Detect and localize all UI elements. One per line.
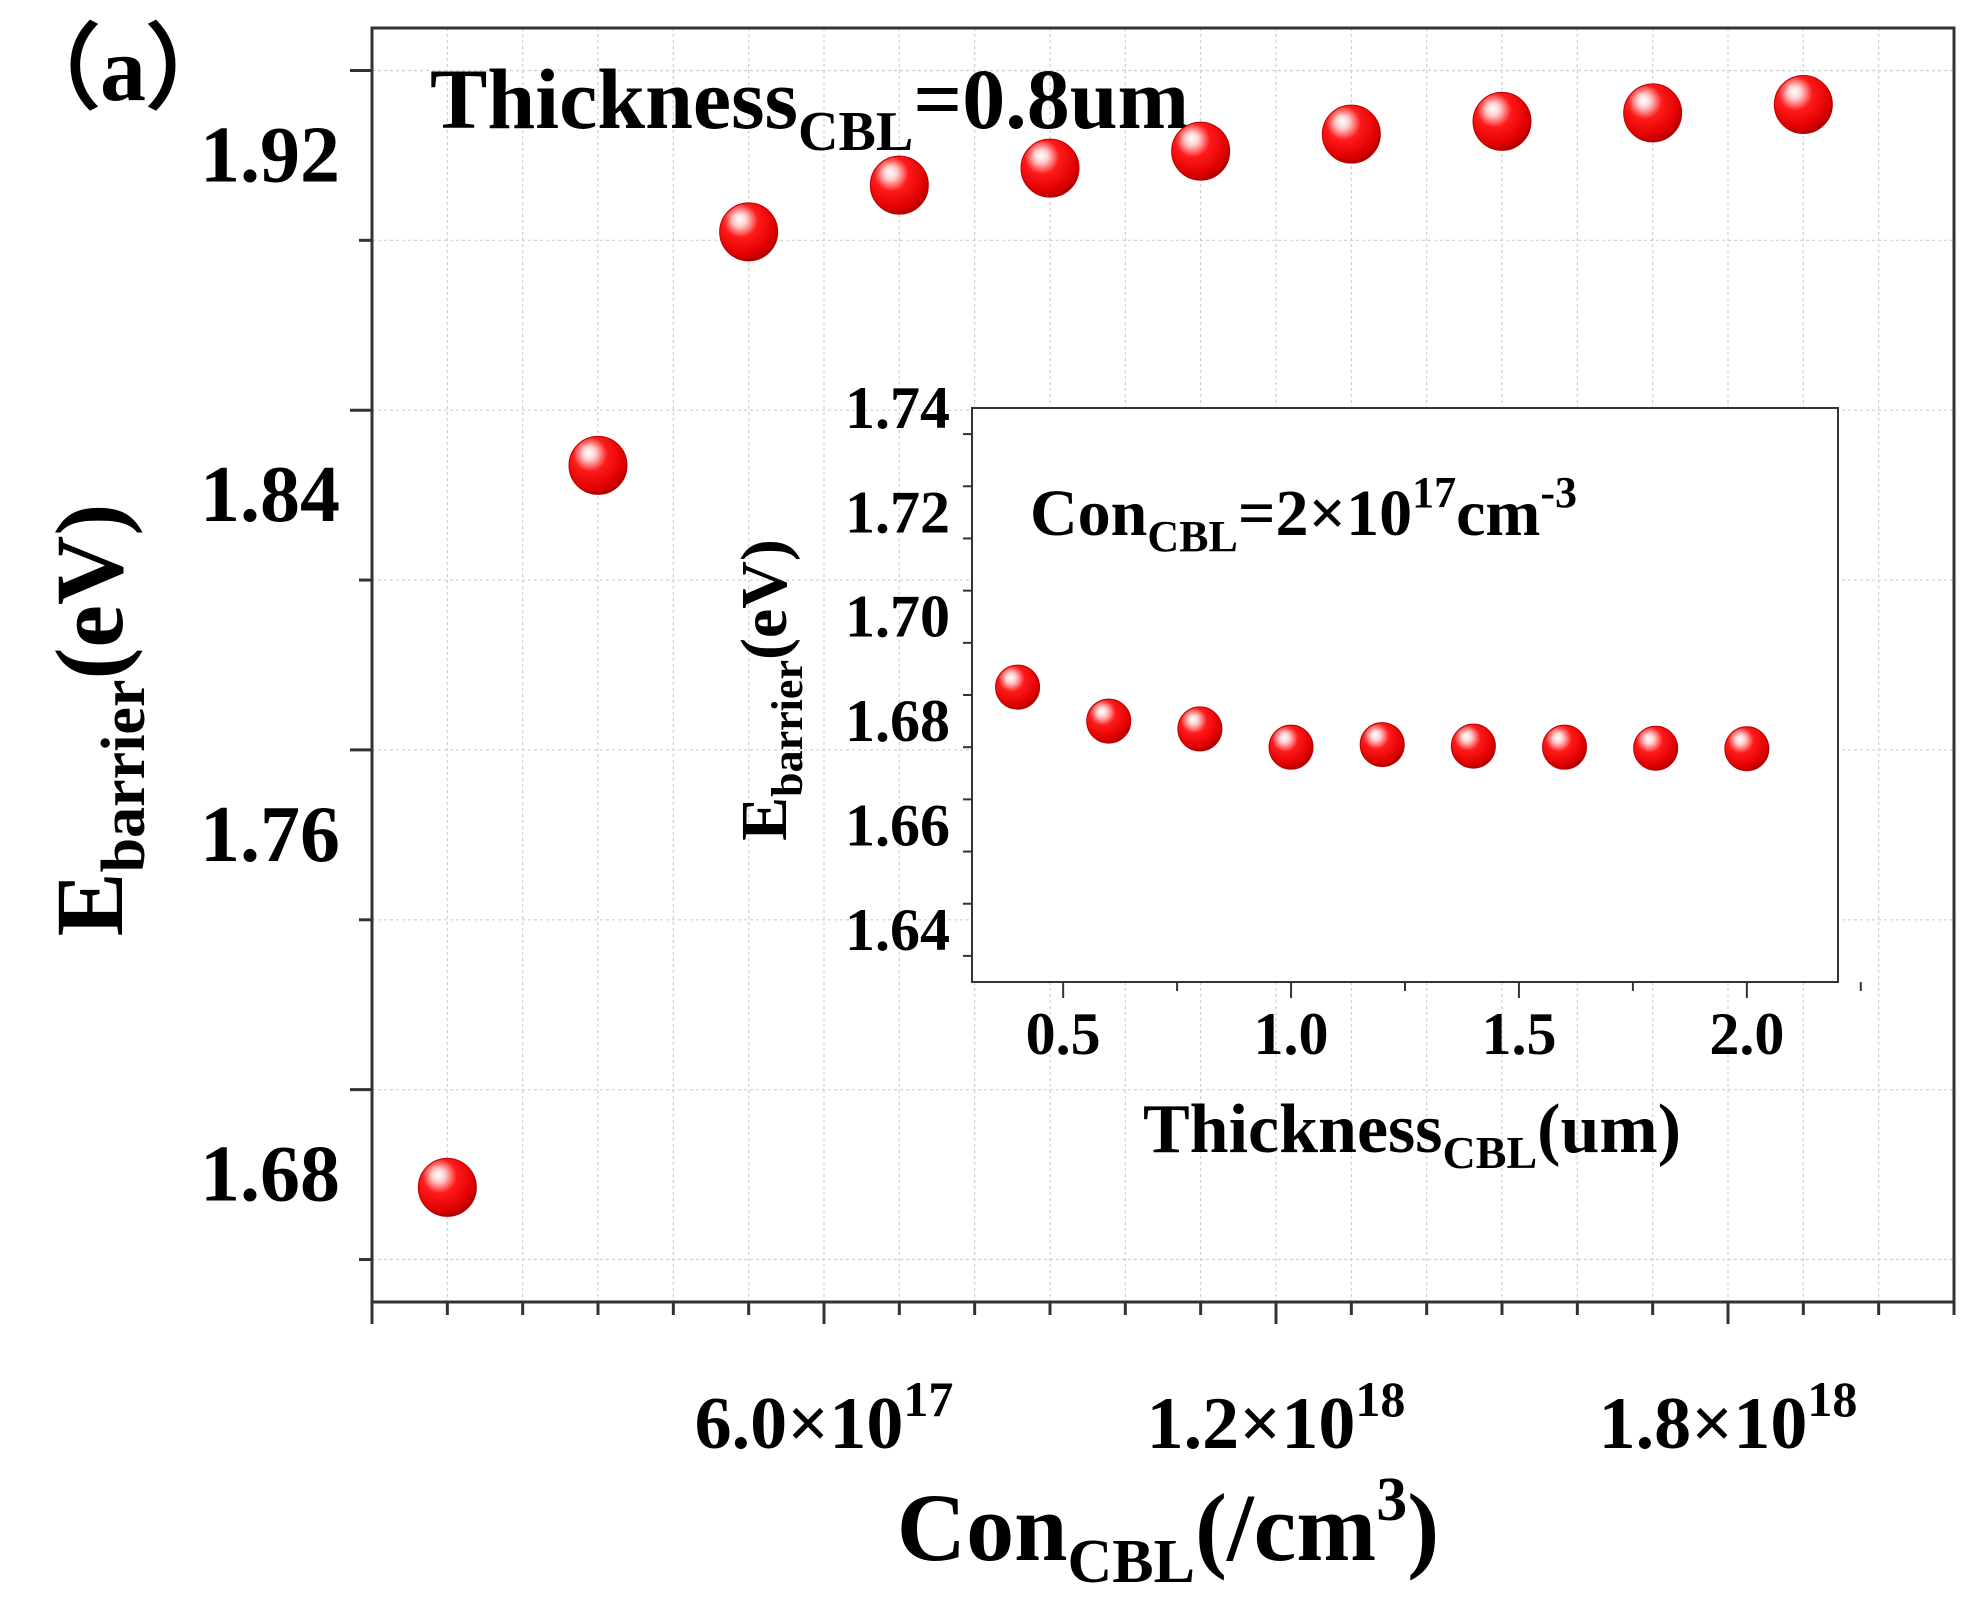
main-xlabel-sup: 3 — [1376, 1466, 1407, 1534]
inset-x-axis-label: ThicknessCBL(um) — [1143, 1091, 1681, 1178]
panel-label: （a） — [8, 18, 238, 120]
inset-plot — [963, 407, 1862, 998]
main-annotation-tail: =0.8um — [913, 51, 1189, 147]
main-x-axis-label: ConCBL(/cm3) — [897, 1466, 1439, 1596]
inset-data-point — [1086, 698, 1132, 744]
inset-y-tick-label: 1.72 — [845, 479, 950, 545]
inset-ylabel-sub: barrier — [763, 660, 812, 797]
main-annotation-base: Thickness — [430, 51, 798, 147]
main-y-tick-label: 1.92 — [200, 111, 340, 199]
main-xlabel-end: ) — [1407, 1474, 1439, 1581]
inset-annotation-sup2: -3 — [1540, 468, 1577, 517]
main-data-point — [568, 435, 628, 495]
main-data-point — [869, 155, 929, 215]
inset-xlabel-base: Thickness — [1143, 1091, 1443, 1168]
main-annotation-sub: CBL — [798, 101, 913, 163]
main-data-point — [1171, 121, 1231, 181]
main-data-point — [1472, 91, 1532, 151]
inset-x-tick-label: 1.0 — [1254, 1001, 1329, 1067]
inset-data-point — [1177, 706, 1223, 752]
main-x-tick-exponent: 18 — [1355, 1371, 1405, 1427]
main-ylabel-base: E — [36, 872, 143, 936]
main-xlabel-sub: CBL — [1068, 1528, 1195, 1596]
inset-xlabel-tail: (um) — [1537, 1091, 1681, 1168]
main-y-tick-label: 1.68 — [200, 1131, 340, 1219]
inset-data-point — [1724, 726, 1770, 772]
main-x-tick-exponent: 17 — [903, 1371, 953, 1427]
main-data-point — [719, 202, 779, 262]
main-annotation: ThicknessCBL=0.8um — [430, 51, 1189, 163]
main-ticks — [350, 68, 1956, 1324]
main-x-tick-label: 1.8×1018 — [1599, 1371, 1858, 1465]
inset-data-point — [995, 664, 1041, 710]
main-data-point — [417, 1157, 477, 1217]
inset-y-tick-label: 1.74 — [845, 375, 950, 441]
main-x-tick-exponent: 18 — [1807, 1371, 1857, 1427]
inset-x-tick-label: 0.5 — [1026, 1001, 1101, 1067]
main-x-tick-mantissa: 1.8×10 — [1599, 1383, 1808, 1465]
inset-data-point — [1633, 725, 1679, 771]
main-x-tick-label: 6.0×1017 — [695, 1371, 954, 1465]
main-data-point — [1321, 104, 1381, 164]
main-ylabel-sub: barrier — [90, 680, 158, 873]
inset-tick-labels: 0.5 1.0 1.5 2.0 1.64 1.66 1.68 1.70 1.72 1.74 — [845, 375, 1784, 1067]
main-xlabel-base: Con — [897, 1474, 1068, 1581]
inset-ylabel-tail: (eV) — [728, 539, 801, 660]
inset-y-tick-label: 1.70 — [845, 584, 950, 650]
inset-y-tick-label: 1.68 — [845, 688, 950, 754]
inset-annotation-base: Con — [1030, 477, 1147, 550]
inset-xlabel-sub: CBL — [1443, 1127, 1538, 1178]
inset-annotation: ConCBL=2×1017cm-3 — [1030, 468, 1577, 561]
inset-y-tick-label: 1.64 — [845, 897, 950, 963]
inset-x-tick-label: 2.0 — [1709, 1001, 1784, 1067]
inset-data-point — [1450, 723, 1496, 769]
inset-y-tick-label: 1.66 — [845, 792, 950, 858]
inset-annotation-sup: 17 — [1412, 468, 1456, 517]
main-data-point — [1020, 138, 1080, 198]
main-x-tick-label: 1.2×1018 — [1147, 1371, 1406, 1465]
inset-annotation-tail: =2×10 — [1238, 477, 1412, 550]
inset-markers — [995, 664, 1770, 772]
main-markers — [417, 74, 1833, 1217]
main-plot-frame — [370, 26, 1956, 1304]
main-y-tick-label: 1.84 — [200, 451, 340, 539]
main-data-point — [1623, 83, 1683, 143]
main-y-tick-label: 1.76 — [200, 791, 340, 879]
main-xlabel-tail: (/cm — [1195, 1474, 1376, 1581]
inset-annotation-mid: cm — [1456, 477, 1540, 550]
inset-data-point — [1268, 724, 1314, 770]
inset-x-tick-label: 1.5 — [1481, 1001, 1556, 1067]
main-x-tick-mantissa: 6.0×10 — [695, 1383, 904, 1465]
inset-data-point — [1359, 722, 1405, 768]
inset-annotation-sub: CBL — [1147, 512, 1237, 561]
inset-ylabel-base: E — [728, 797, 801, 841]
inset-plot-frame — [971, 407, 1839, 983]
main-data-point — [1773, 74, 1833, 134]
inset-data-point — [1542, 724, 1588, 770]
main-x-tick-mantissa: 1.2×10 — [1147, 1383, 1356, 1465]
inset-y-axis-label: Ebarrier(eV) — [728, 539, 812, 841]
main-y-axis-label: Ebarrier(eV) — [36, 504, 158, 937]
main-ylabel-tail: (eV) — [36, 504, 143, 680]
